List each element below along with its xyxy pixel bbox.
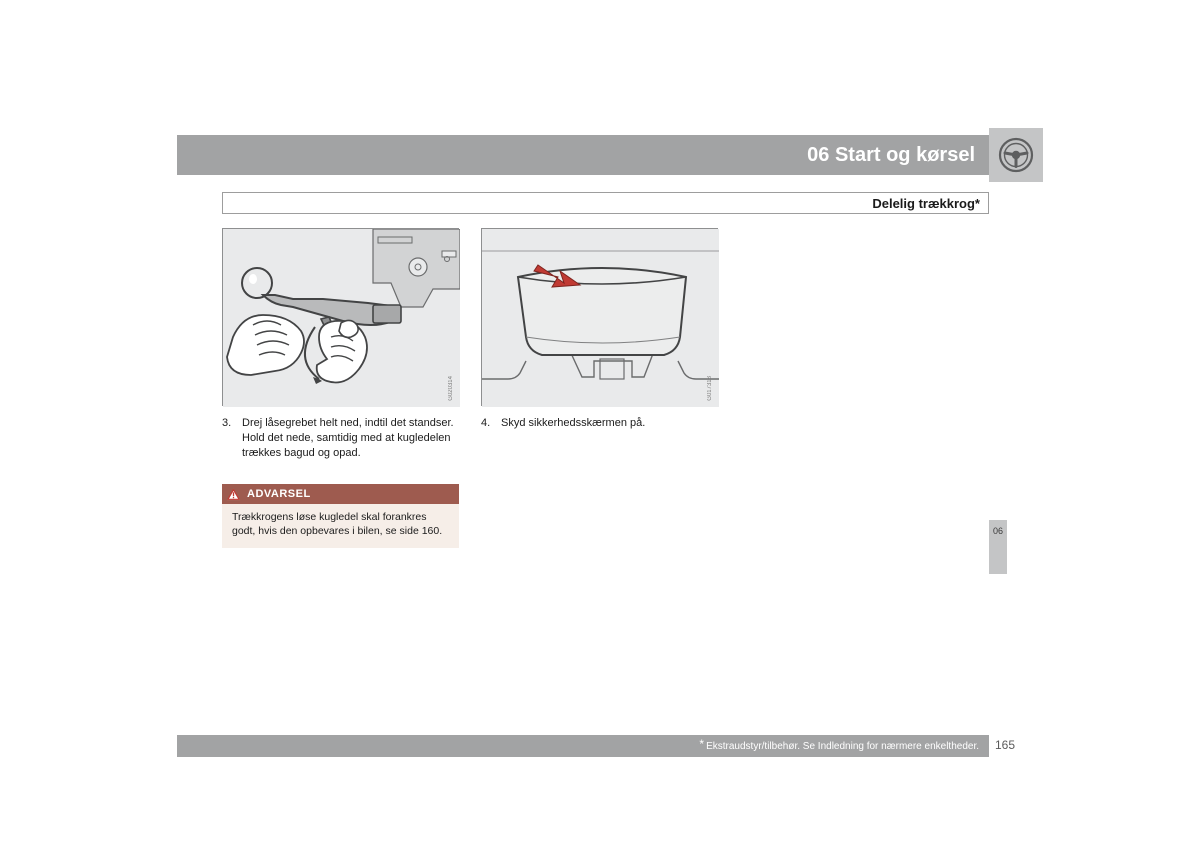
chapter-header-bar: 06 Start og kørsel [177, 135, 989, 175]
step-text: Skyd sikkerhedsskærmen på. [501, 416, 718, 431]
chapter-side-tab: 06 [989, 520, 1007, 574]
footer-bar: * Ekstraudstyr/tilbehør. Se Indledning f… [177, 735, 989, 757]
chapter-title: 06 Start og kørsel [807, 144, 975, 167]
warning-label: ADVARSEL [247, 488, 311, 500]
warning-box: ADVARSEL Trækkrogens løse kugledel skal … [222, 484, 459, 548]
section-subtitle-bar: Delelig trækkrog* [222, 192, 989, 214]
section-subtitle: Delelig trækkrog* [872, 196, 980, 211]
steering-wheel-icon [998, 137, 1034, 173]
towbar-removal-illustration [223, 229, 460, 407]
step-number: 3. [222, 416, 242, 461]
manual-page: 06 Start og kørsel Delelig trækkrog* [0, 0, 1200, 848]
figure-step-4: G017318 [481, 228, 718, 406]
figure-step-3: G020314 [222, 228, 459, 406]
chapter-icon-box [989, 128, 1043, 182]
figure-code: G020314 [448, 376, 454, 401]
side-tab-label: 06 [993, 526, 1003, 536]
step-3: 3. Drej låsegrebet helt ned, indtil det … [222, 416, 459, 461]
footnote-star: * [699, 737, 704, 751]
step-text: Drej låsegrebet helt ned, indtil det sta… [242, 416, 459, 461]
step-number: 4. [481, 416, 501, 431]
safety-cover-illustration [482, 229, 719, 407]
step-4: 4. Skyd sikkerhedsskærmen på. [481, 416, 718, 431]
warning-header: ADVARSEL [222, 484, 459, 504]
warning-body: Trækkrogens løse kugledel skal forankres… [222, 504, 459, 548]
warning-triangle-icon [226, 488, 241, 501]
figure-code: G017318 [707, 376, 713, 401]
page-number: 165 [995, 738, 1015, 752]
footer-note: Ekstraudstyr/tilbehør. Se Indledning for… [706, 741, 979, 752]
